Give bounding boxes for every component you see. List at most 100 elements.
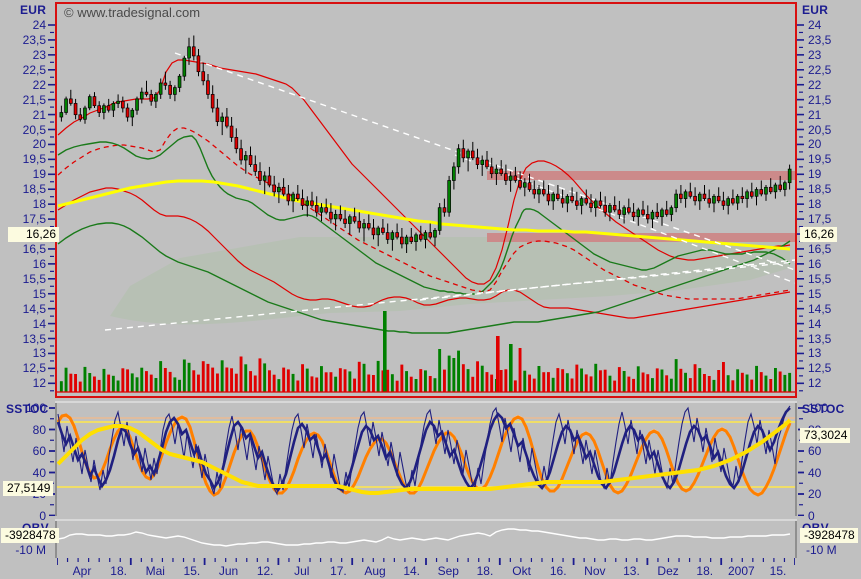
obv-tick-right: -10 M xyxy=(806,543,837,557)
price-tick-right: 16 xyxy=(808,256,822,271)
x-axis-tick: Sep xyxy=(437,564,459,578)
price-tick-right: 21 xyxy=(808,107,822,122)
stoch-tick-right: 0 xyxy=(808,508,815,523)
x-axis-tick: Jul xyxy=(294,564,310,578)
bollinger-lower xyxy=(57,187,791,319)
x-axis-tick: 18. xyxy=(696,564,714,578)
stoch-tick-left: 100 xyxy=(25,401,46,415)
stoch-line-yellow xyxy=(56,418,792,495)
price-tick-left: 19 xyxy=(32,167,46,182)
price-panel-bottom-border xyxy=(55,396,797,398)
obv-value-label-right: -3928478 xyxy=(800,528,858,543)
obv-panel-top-border xyxy=(55,519,797,521)
price-tick-left: 12 xyxy=(32,376,46,391)
price-tick-left: 15,5 xyxy=(22,271,46,286)
x-axis-tick: 2007 xyxy=(728,564,755,578)
stoch-tick-left: 0 xyxy=(39,508,46,523)
x-axis-tick: Okt xyxy=(512,564,531,578)
stoch-tickmarks-right xyxy=(798,407,804,516)
price-tick-left: 13,5 xyxy=(22,331,46,346)
price-tick-right: 15,5 xyxy=(808,271,832,286)
x-axis-tick: Apr xyxy=(72,564,92,578)
price-panel-left-border xyxy=(55,3,57,398)
price-tick-left: 24 xyxy=(32,18,46,32)
price-tick-right: 21,5 xyxy=(808,92,832,107)
shaded-zone xyxy=(110,237,790,325)
price-tick-left: 22,5 xyxy=(22,62,46,77)
bollinger-upper xyxy=(57,59,791,285)
price-tick-left: 17,5 xyxy=(22,212,46,227)
x-axis-tick: Nov xyxy=(584,564,606,578)
x-axis-tick: 12. xyxy=(256,564,274,578)
price-axis-label-right: EUR xyxy=(802,3,829,17)
stoch-tickmarks-left xyxy=(49,407,55,516)
x-axis-tick: Jun xyxy=(218,564,239,578)
candlestick-series xyxy=(59,35,792,253)
price-tick-right: 14 xyxy=(808,316,822,331)
price-tick-right: 15 xyxy=(808,286,822,301)
stoch-axis-label-left: SSTOC xyxy=(6,402,49,416)
stoch-panel-right-border xyxy=(795,402,797,516)
stoch-tick-right: 40 xyxy=(808,465,822,480)
stoch-value-label-left: 27,5149 xyxy=(3,481,54,496)
x-axis-tick: 18. xyxy=(476,564,494,578)
volume-bars xyxy=(59,311,792,392)
price-tick-left: 20,5 xyxy=(22,122,46,137)
price-tick-right: 20 xyxy=(808,137,822,152)
price-chart-svg xyxy=(57,35,796,393)
stoch-line-orange xyxy=(56,413,792,497)
current-price-label-right: 16,26 xyxy=(800,227,838,242)
current-price-label-left: 16,26 xyxy=(8,227,59,242)
moving-average-yellow xyxy=(57,179,791,251)
stoch-tick-left: 80 xyxy=(32,422,46,437)
stoch-panel-top-border xyxy=(55,401,797,403)
price-tick-right: 14,5 xyxy=(808,301,832,316)
price-tick-right: 13 xyxy=(808,346,822,361)
x-axis-tick: 15. xyxy=(769,564,787,578)
obv-tick-left: -10 M xyxy=(15,543,46,557)
stoch-line-navy-thin xyxy=(57,405,791,496)
price-tick-left: 14,5 xyxy=(22,301,46,316)
stoch-axis-label-right: SSTOC xyxy=(802,402,845,416)
price-tick-right: 13,5 xyxy=(808,331,832,346)
price-tickmarks-left xyxy=(48,24,55,392)
x-axis-tick: Mai xyxy=(145,564,165,578)
price-tick-left: 21 xyxy=(32,107,46,122)
price-panel xyxy=(57,35,796,393)
price-tick-right: 22,5 xyxy=(808,62,832,77)
price-tick-right: 23 xyxy=(808,47,822,62)
stoch-tick-left: 40 xyxy=(32,465,46,480)
stoch-panel-left-border xyxy=(55,402,57,516)
price-tick-left: 23,5 xyxy=(22,32,46,47)
bollinger-middle xyxy=(57,127,791,300)
obv-panel-right-border xyxy=(795,520,797,558)
price-tick-left: 23 xyxy=(32,47,46,62)
obv-line xyxy=(57,528,791,547)
x-axis-tick: 15. xyxy=(183,564,201,578)
price-tick-left: 18 xyxy=(32,197,46,212)
resistance-band-upper xyxy=(487,171,795,180)
price-tick-left: 16 xyxy=(32,256,46,271)
price-tick-right: 23,5 xyxy=(808,32,832,47)
price-tick-right: 18,5 xyxy=(808,182,832,197)
price-tick-right: 18 xyxy=(808,197,822,212)
price-tick-right: 12 xyxy=(808,376,822,391)
price-axis-label-left: EUR xyxy=(20,3,47,17)
envelope-upper xyxy=(57,135,791,295)
price-tick-left: 12,5 xyxy=(22,361,46,376)
x-axis-tick: 17. xyxy=(330,564,347,578)
stochastic-panel xyxy=(0,400,861,518)
x-axis-tick: Dez xyxy=(657,564,679,578)
obv-panel xyxy=(0,518,861,559)
price-panel-right-border xyxy=(795,3,797,398)
price-tick-left: 13 xyxy=(32,346,46,361)
x-axis-tick: Aug xyxy=(364,564,386,578)
envelope-lower xyxy=(57,222,791,334)
trendline-mid xyxy=(419,259,796,301)
price-tick-right: 17,5 xyxy=(808,212,832,227)
obv-value-label-left: -3928478 xyxy=(1,528,59,543)
price-tick-right: 22 xyxy=(808,77,822,92)
price-tick-left: 19,5 xyxy=(22,152,46,167)
price-tick-right: 12,5 xyxy=(808,361,832,376)
